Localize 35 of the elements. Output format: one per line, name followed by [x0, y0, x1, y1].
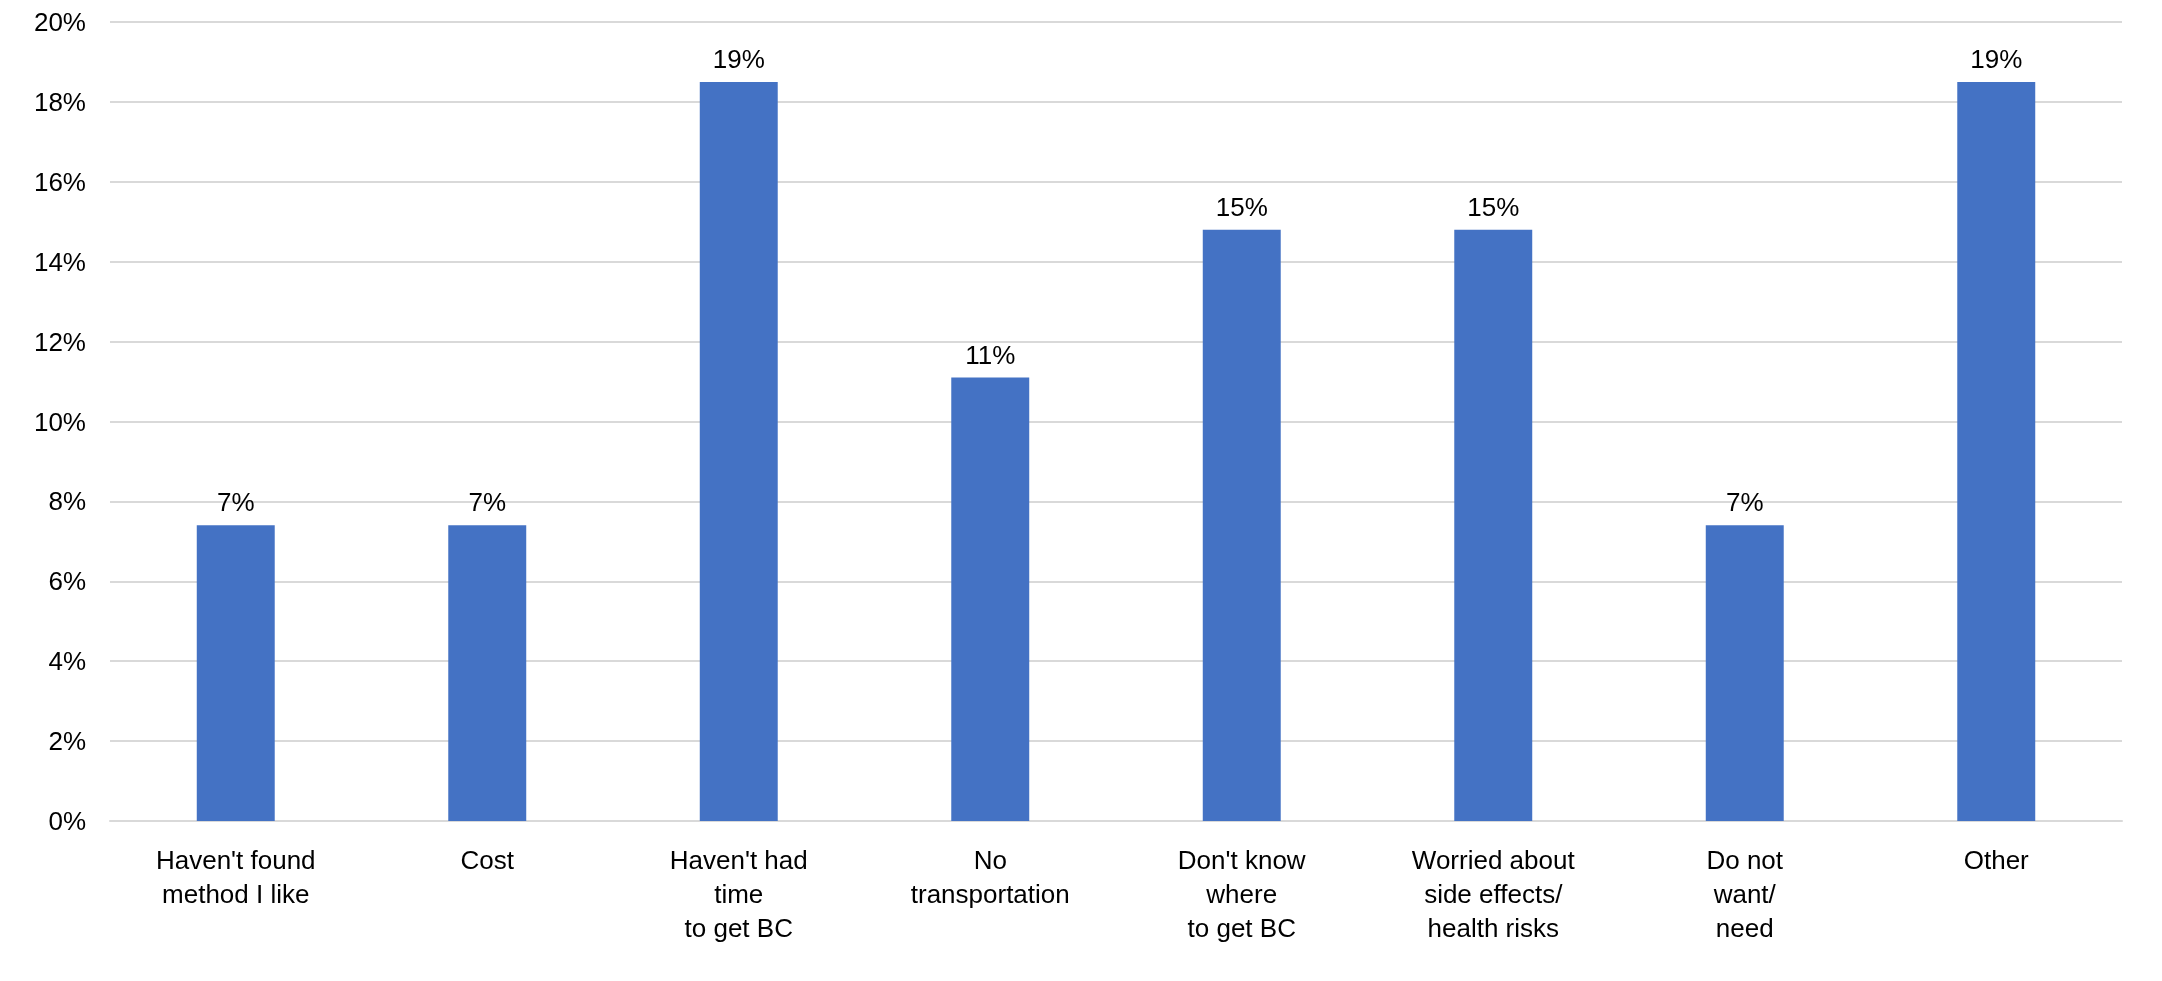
bar: [1957, 81, 2036, 821]
data-label: 7%: [1725, 487, 1764, 518]
data-label: 7%: [216, 487, 255, 518]
y-tick-label: 20%: [33, 7, 86, 37]
bar: [1202, 229, 1281, 821]
bar: [1705, 525, 1784, 821]
bar: [1454, 229, 1533, 821]
y-tick-label: 12%: [33, 326, 86, 357]
y-tick-label: 2%: [48, 726, 86, 757]
bar: [951, 377, 1030, 821]
data-label: 15%: [1215, 191, 1268, 222]
x-tick-label: Other: [1963, 845, 2030, 875]
y-tick-label: 10%: [33, 406, 86, 437]
x-tick-label: Don't know where to get BC: [1177, 845, 1306, 943]
data-label: 11%: [965, 339, 1016, 370]
y-tick-label: 16%: [33, 166, 86, 197]
data-label: 7%: [468, 487, 507, 518]
x-tick-label: Cost: [460, 845, 515, 875]
bar: [699, 81, 778, 821]
x-tick-label: Haven't had time to get BC: [669, 845, 808, 943]
y-tick-label: 0%: [48, 806, 86, 836]
y-tick-label: 6%: [48, 566, 86, 597]
data-label: 19%: [1970, 43, 2023, 74]
y-tick-label: 14%: [33, 246, 86, 277]
x-tick-label: Worried about side effects/ health risks: [1411, 845, 1576, 943]
bar: [196, 525, 275, 821]
x-tick-label: No transportation: [910, 845, 1070, 909]
y-tick-label: 8%: [48, 486, 86, 517]
y-tick-label: 4%: [48, 646, 86, 677]
x-tick-label: Do not want/ need: [1706, 845, 1784, 943]
x-tick-label: Haven't found method I like: [155, 845, 316, 909]
data-label: 19%: [712, 43, 765, 74]
data-label: 15%: [1467, 191, 1520, 222]
bar: [448, 525, 527, 821]
y-tick-label: 18%: [33, 86, 86, 117]
